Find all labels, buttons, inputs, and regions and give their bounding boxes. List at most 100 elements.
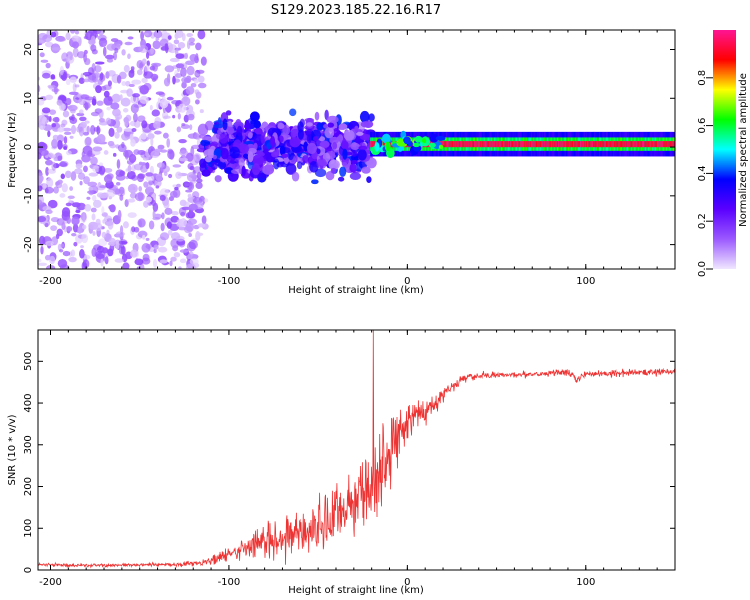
heatmap-cell xyxy=(56,134,65,143)
x-tick-label: 100 xyxy=(576,577,595,588)
heatmap-cell xyxy=(79,249,85,259)
y-tick-label: 10 xyxy=(23,92,34,105)
heatmap-cell xyxy=(98,109,104,119)
heatmap-cell xyxy=(210,161,218,170)
heatmap-cell xyxy=(168,173,173,179)
heatmap-cell xyxy=(103,90,110,98)
heatmap-cell xyxy=(180,67,187,78)
heatmap-cell xyxy=(354,125,359,133)
heatmap-cell xyxy=(82,213,86,223)
heatmap-cell xyxy=(98,165,106,175)
heatmap-cell xyxy=(81,154,91,163)
heatmap-cell xyxy=(311,179,319,185)
heatmap-cell xyxy=(50,225,58,232)
heatmap-cell xyxy=(160,222,165,232)
heatmap-cell xyxy=(96,100,104,106)
heatmap-cell xyxy=(75,209,81,214)
heatmap-cell xyxy=(324,127,335,139)
heatmap-cell xyxy=(195,99,200,105)
heatmap-cell xyxy=(193,153,202,162)
spectrogram-ylabel: Frequency (Hz) xyxy=(7,112,18,188)
heatmap-cell xyxy=(197,30,206,40)
heatmap-cell xyxy=(318,136,326,142)
heatmap-cell xyxy=(57,155,63,161)
heatmap-cell xyxy=(247,151,254,163)
heatmap-cell xyxy=(186,65,195,76)
heatmap-cell xyxy=(201,169,211,177)
heatmap-cell xyxy=(672,141,675,148)
heatmap-cell xyxy=(163,115,171,119)
heatmap-cell xyxy=(183,225,193,234)
heatmap-cell xyxy=(309,161,319,173)
spectrogram-heatmap xyxy=(38,30,675,269)
heatmap-cell xyxy=(145,237,150,241)
heatmap-cell xyxy=(124,41,133,46)
heatmap-cell xyxy=(140,133,147,140)
heatmap-cell xyxy=(145,172,154,177)
heatmap-cell xyxy=(127,212,137,218)
heatmap-cell xyxy=(159,259,168,264)
heatmap-cell xyxy=(133,226,140,233)
heatmap-cell xyxy=(47,130,51,138)
heatmap-cell xyxy=(110,38,119,43)
heatmap-cell xyxy=(103,174,113,184)
heatmap-cell xyxy=(197,75,205,83)
heatmap-cell xyxy=(144,64,150,73)
heatmap-cell xyxy=(160,165,171,173)
heatmap-cell xyxy=(138,186,143,192)
heatmap-cell xyxy=(103,96,113,106)
heatmap-cell xyxy=(138,45,149,53)
heatmap-cell xyxy=(53,186,59,194)
heatmap-cell xyxy=(155,91,165,96)
colorbar-tick-label: 0.8 xyxy=(697,70,708,86)
heatmap-cell xyxy=(114,47,119,54)
heatmap-cell xyxy=(46,177,54,188)
heatmap-cell xyxy=(38,76,41,81)
heatmap-cell xyxy=(161,212,165,220)
heatmap-cell xyxy=(111,43,121,51)
heatmap-cell xyxy=(166,138,171,148)
heatmap-cell xyxy=(247,132,253,139)
heatmap-cell xyxy=(137,218,146,228)
heatmap-cell xyxy=(253,142,258,150)
heatmap-cell xyxy=(91,213,96,221)
heatmap-cell xyxy=(140,164,148,173)
heatmap-cell xyxy=(140,31,145,41)
snr-line xyxy=(38,330,675,569)
heatmap-cell xyxy=(42,183,47,189)
heatmap-cell xyxy=(172,114,176,119)
snr-panel: -200 -100 0 100 0 100 200 300 400 500 Height of s… xyxy=(7,329,676,596)
heatmap-cell xyxy=(88,189,94,196)
heatmap-cell xyxy=(279,145,286,156)
heatmap-cell xyxy=(88,39,96,45)
heatmap-cell xyxy=(61,183,68,193)
heatmap-cell xyxy=(289,136,301,148)
heatmap-cell xyxy=(94,61,105,65)
heatmap-cell xyxy=(384,141,391,152)
heatmap-cell xyxy=(316,158,327,169)
heatmap-cell xyxy=(108,204,115,210)
heatmap-cell xyxy=(185,86,195,95)
heatmap-cell xyxy=(332,142,338,150)
heatmap-cell xyxy=(177,113,181,120)
heatmap-cell xyxy=(59,65,64,76)
heatmap-cell xyxy=(186,104,194,114)
heatmap-cell xyxy=(350,150,358,157)
heatmap-cell xyxy=(204,120,214,131)
heatmap-cell xyxy=(338,123,348,130)
heatmap-cell xyxy=(171,211,179,216)
heatmap-cell xyxy=(117,209,122,220)
heatmap-cell xyxy=(77,172,86,180)
heatmap-cell xyxy=(143,200,149,208)
heatmap-cell xyxy=(102,247,109,254)
heatmap-cell xyxy=(62,250,71,257)
heatmap-cell xyxy=(87,181,98,187)
heatmap-cell xyxy=(270,135,276,148)
heatmap-cell xyxy=(111,93,121,103)
heatmap-cell xyxy=(291,171,300,182)
heatmap-cell xyxy=(100,258,104,267)
heatmap-cell xyxy=(73,241,78,247)
heatmap-cell xyxy=(134,192,145,202)
heatmap-cell xyxy=(359,110,370,123)
heatmap-cell xyxy=(198,134,207,139)
